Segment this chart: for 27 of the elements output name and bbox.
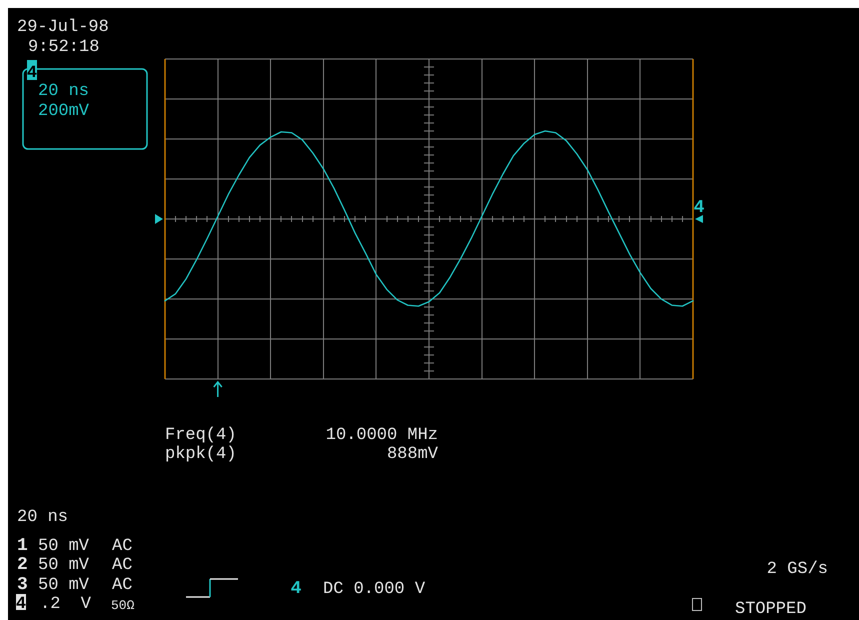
text: 20 ns	[17, 508, 68, 527]
text: STOPPED	[735, 600, 806, 619]
text: 4	[16, 595, 26, 614]
text: 2	[17, 555, 28, 575]
text: 50 mV	[38, 576, 90, 595]
text: 10.0000 MHz	[326, 426, 438, 445]
text: AC	[112, 537, 132, 556]
text: pkpk(4)	[165, 445, 236, 464]
text: 4	[290, 579, 302, 599]
text: 50Ω	[111, 598, 135, 613]
text: DC 0.000 V	[323, 580, 426, 599]
text: AC	[112, 556, 132, 575]
text: 1	[17, 536, 28, 556]
text: 2 GS/s	[766, 560, 828, 579]
text: 4	[26, 64, 38, 83]
text: 20 ns	[38, 82, 90, 101]
text: 3	[17, 575, 28, 595]
text: Freq(4)	[165, 426, 236, 445]
text: 50 mV	[38, 556, 90, 575]
text: 4	[694, 198, 705, 218]
text: AC	[112, 576, 132, 595]
text: .2 V	[40, 595, 92, 614]
text: 200mV	[38, 102, 90, 121]
text: 50 mV	[38, 537, 90, 556]
text: 29-Jul-98	[17, 18, 109, 37]
text: 888mV	[386, 445, 439, 464]
text: 9:52:18	[28, 38, 100, 57]
